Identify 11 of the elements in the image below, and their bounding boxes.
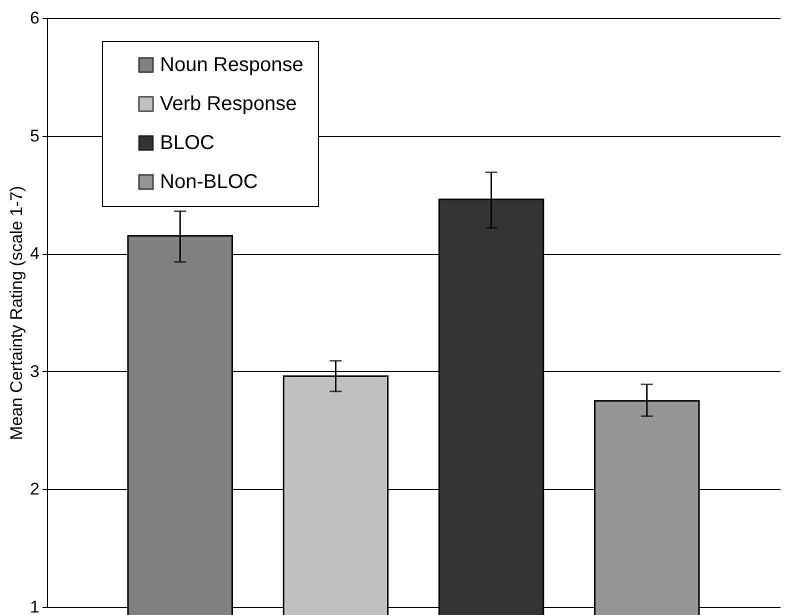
y-tick-label: 3 — [30, 362, 40, 381]
legend-label: Noun Response — [160, 54, 304, 76]
y-axis-title: Mean Certainty Rating (scale 1-7) — [7, 186, 26, 440]
y-tick-label: 5 — [30, 126, 40, 146]
y-tick-label: 2 — [30, 480, 40, 499]
legend-label: Verb Response — [160, 93, 297, 115]
y-tick-label: 1 — [30, 598, 40, 615]
legend-label: BLOC — [160, 132, 214, 154]
y-tick-label: 4 — [30, 244, 40, 264]
legend-label: Non-BLOC — [160, 171, 258, 193]
y-tick-label: 6 — [30, 8, 40, 28]
